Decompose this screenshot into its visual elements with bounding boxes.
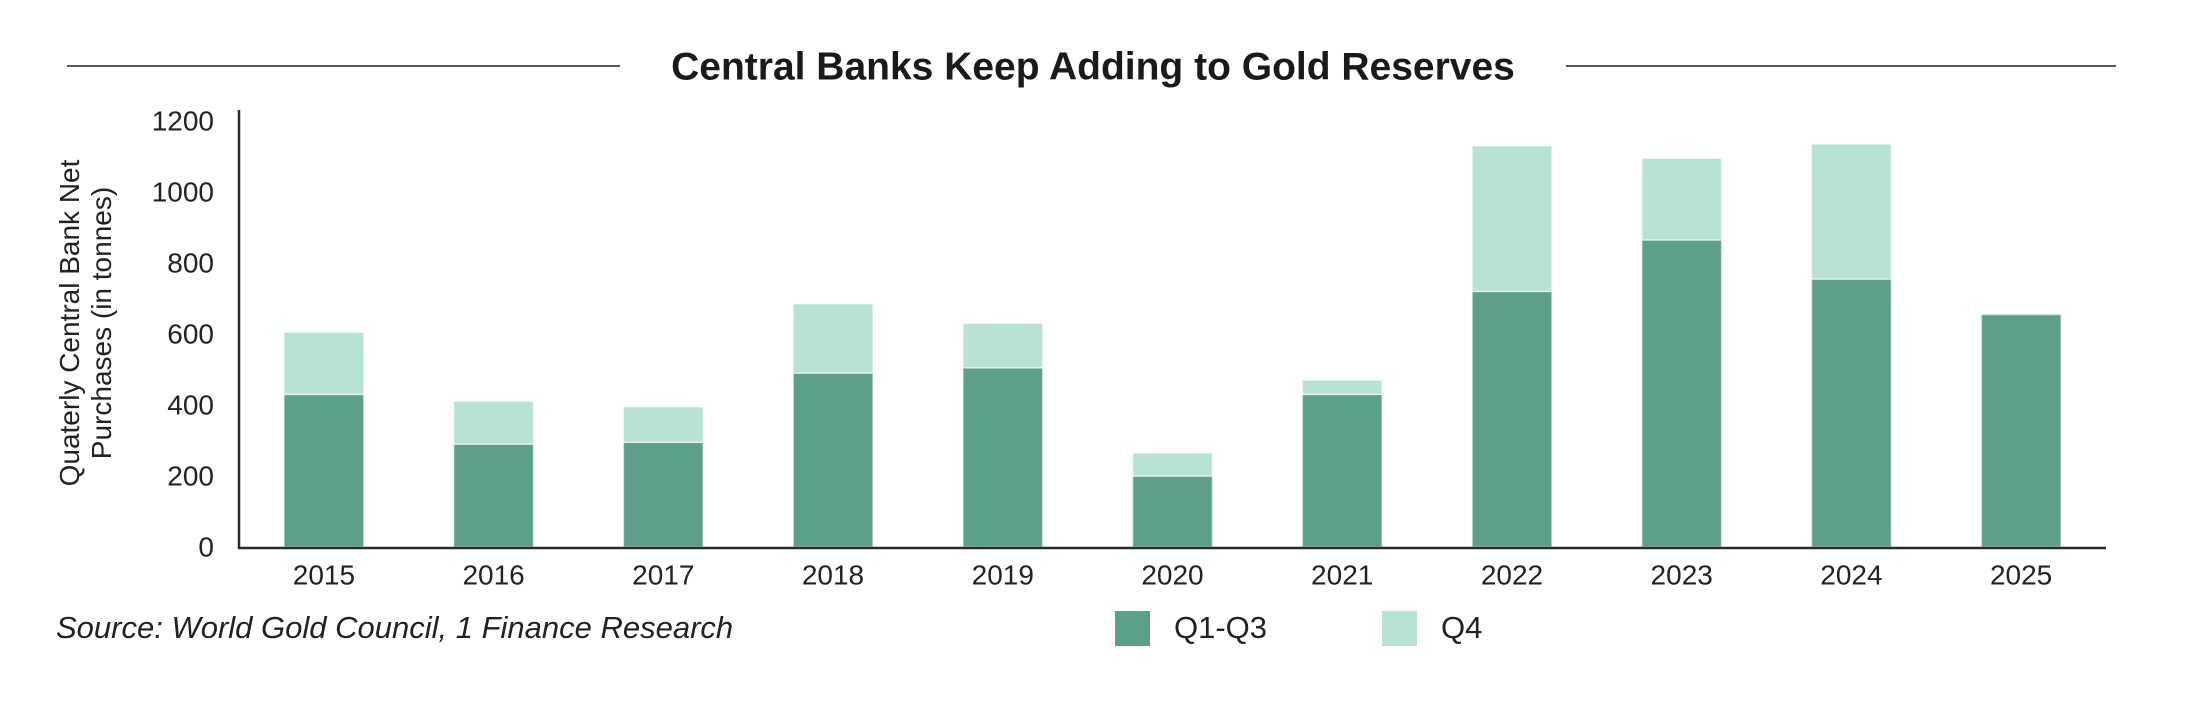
y-tick-label-800: 800	[167, 248, 214, 279]
bar-2016-q1-q3	[452, 443, 535, 548]
bar-2024-q1-q3	[1810, 278, 1893, 548]
x-tick-label-2016: 2016	[462, 560, 524, 591]
y-tick-label-600: 600	[167, 319, 214, 350]
legend-swatch-q4	[1382, 610, 1417, 646]
x-tick-label-2018: 2018	[802, 560, 864, 591]
bar-2019-q4	[962, 322, 1044, 369]
x-tick-labels: 2015 2016 2017 2018 2019 2020 2021 2022 2023 2024…	[293, 560, 2052, 591]
bar-2018-q1-q3	[792, 372, 874, 548]
bar-2021-q1-q3	[1301, 393, 1383, 548]
legend-label-q4: Q4	[1441, 610, 1483, 645]
x-tick-label-2023: 2023	[1651, 560, 1713, 591]
x-tick-label-2019: 2019	[972, 560, 1034, 591]
legend-item-q1-q3: Q1-Q3	[1115, 610, 1267, 646]
bar-2019-q1-q3	[962, 366, 1044, 548]
y-tick-label-0: 0	[198, 532, 214, 563]
y-tick-label-1200: 1200	[152, 106, 214, 137]
bars-group	[283, 143, 2062, 548]
x-tick-label-2020: 2020	[1141, 560, 1203, 591]
bar-2015-q1-q3	[283, 393, 365, 548]
bar-2023-q1-q3	[1641, 239, 1723, 548]
bar-2017-q1-q3	[622, 441, 704, 548]
x-tick-label-2024: 2024	[1820, 560, 1882, 591]
y-tick-label-400: 400	[167, 390, 214, 421]
chart-title: Central Banks Keep Adding to Gold Reserv…	[671, 46, 1515, 89]
bar-2022-q4	[1471, 145, 1553, 293]
source-note: Source: World Gold Council, 1 Finance Re…	[56, 610, 734, 645]
x-tick-label-2017: 2017	[632, 560, 694, 591]
x-tick-label-2021: 2021	[1311, 560, 1373, 591]
legend-label-q1-q3: Q1-Q3	[1174, 610, 1268, 645]
bar-2022-q1-q3	[1471, 290, 1553, 548]
bar-2025-q1-q3	[1980, 313, 2062, 548]
x-tick-label-2015: 2015	[293, 560, 355, 591]
legend-swatch-q1-q3	[1115, 610, 1150, 646]
bar-2023-q4	[1641, 157, 1723, 241]
bar-2020-q1-q3	[1131, 475, 1214, 548]
legend-item-q4: Q4	[1382, 610, 1482, 646]
y-tick-labels: 0 200 400 600 800 1000 1200	[152, 106, 214, 563]
bar-2018-q4	[792, 303, 874, 374]
y-axis-label: Quaterly Central Bank Net Purchases (in …	[54, 159, 117, 487]
bar-2020-q4	[1131, 452, 1214, 477]
y-tick-label-200: 200	[167, 461, 214, 492]
bar-2015-q4	[283, 331, 365, 396]
bar-2016-q4	[452, 400, 535, 445]
bar-2024-q4	[1810, 143, 1893, 280]
bar-2017-q4	[622, 406, 704, 444]
y-tick-label-1000: 1000	[152, 177, 214, 208]
x-tick-label-2025: 2025	[1990, 560, 2052, 591]
bar-2021-q4	[1301, 379, 1383, 396]
x-tick-label-2022: 2022	[1481, 560, 1543, 591]
